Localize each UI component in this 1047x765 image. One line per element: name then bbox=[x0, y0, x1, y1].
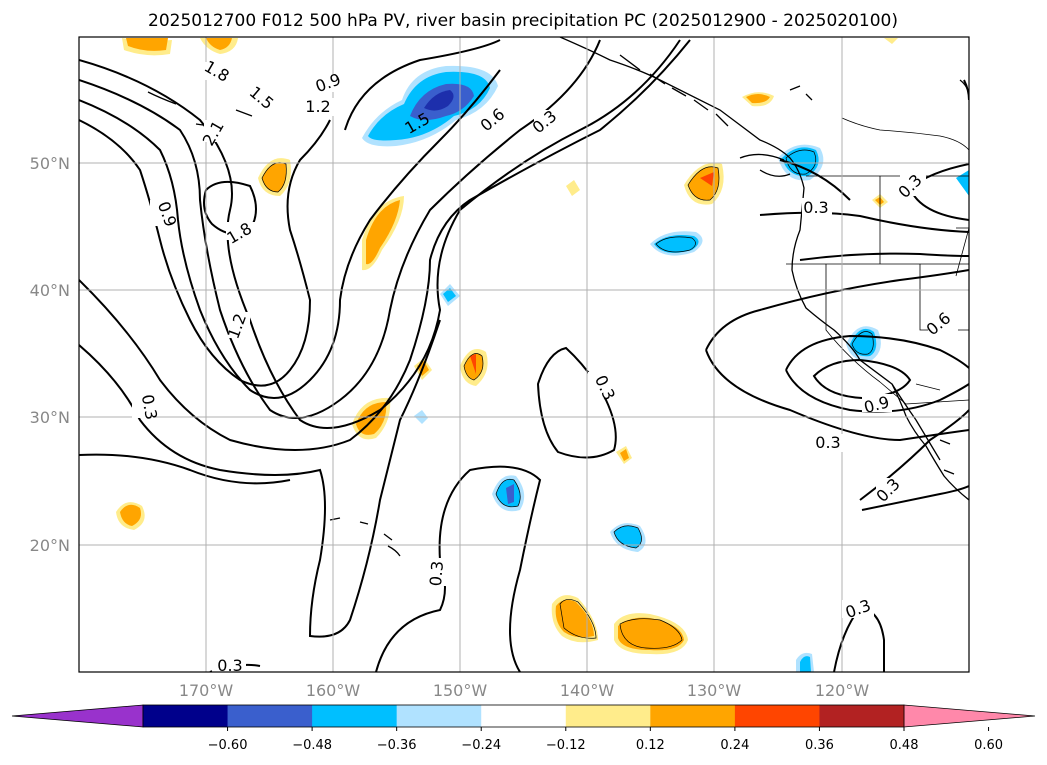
colorbar-label: 0.48 bbox=[890, 738, 919, 753]
colorbar-swatches bbox=[143, 705, 905, 727]
lon-label-160w: 160°W bbox=[306, 681, 361, 700]
colorbar-label: −0.36 bbox=[377, 738, 417, 753]
colorbar-label: −0.48 bbox=[292, 738, 332, 753]
coastlines bbox=[147, 37, 969, 557]
colorbar-labels: −0.60 −0.48 −0.36 −0.24 −0.12 0.12 0.24 … bbox=[208, 738, 1003, 753]
colorbar-swatch bbox=[565, 705, 651, 727]
lat-label-40n: 40°N bbox=[30, 281, 70, 300]
lat-label-20n: 20°N bbox=[30, 536, 70, 555]
lon-label-130w: 130°W bbox=[687, 681, 742, 700]
colorbar-extend-right bbox=[903, 704, 1036, 728]
colorbar-swatch bbox=[481, 705, 567, 727]
contour-label: 0.3 bbox=[426, 560, 447, 587]
state-borders bbox=[786, 37, 969, 405]
lat-label-50n: 50°N bbox=[30, 154, 70, 173]
colorbar-swatch bbox=[396, 705, 482, 727]
precip-anomaly-negative bbox=[362, 65, 969, 672]
contour-label: 1.2 bbox=[305, 97, 330, 116]
precip-outlines bbox=[261, 149, 874, 649]
colorbar-swatch bbox=[819, 705, 905, 727]
contour-label: 0.3 bbox=[217, 656, 242, 675]
colorbar-swatch bbox=[227, 705, 313, 727]
lon-label-150w: 150°W bbox=[433, 681, 488, 700]
contour-label: 0.3 bbox=[803, 198, 828, 217]
colorbar-label: −0.60 bbox=[208, 738, 248, 753]
colorbar-ticks bbox=[227, 727, 990, 731]
lon-label-170w: 170°W bbox=[179, 681, 234, 700]
colorbar-swatch bbox=[650, 705, 736, 727]
colorbar: −0.60 −0.48 −0.36 −0.24 −0.12 0.12 0.24 … bbox=[11, 704, 1036, 753]
lon-label-120w: 120°W bbox=[815, 681, 870, 700]
contour-label: 0.3 bbox=[138, 393, 161, 421]
colorbar-swatch bbox=[734, 705, 820, 727]
colorbar-label: 0.36 bbox=[805, 738, 834, 753]
latitude-labels: 50°N 40°N 30°N 20°N bbox=[30, 154, 70, 555]
longitude-labels: 170°W 160°W 150°W 140°W 130°W 120°W bbox=[179, 681, 870, 700]
colorbar-label: 0.60 bbox=[974, 738, 1003, 753]
lat-label-30n: 30°N bbox=[30, 408, 70, 427]
map-title: 2025012700 F012 500 hPa PV, river basin … bbox=[148, 11, 898, 31]
contour-label: 0.3 bbox=[843, 596, 873, 623]
precip-anomaly-positive bbox=[116, 38, 898, 655]
pv-contours bbox=[79, 39, 969, 672]
gridlines bbox=[79, 37, 969, 672]
contour-label: 1.5 bbox=[246, 82, 278, 113]
contour-label: 0.3 bbox=[815, 433, 840, 452]
colorbar-label: −0.12 bbox=[546, 738, 586, 753]
colorbar-label: −0.24 bbox=[461, 738, 501, 753]
colorbar-label: 0.12 bbox=[636, 738, 665, 753]
colorbar-extend-left bbox=[11, 704, 144, 728]
map-frame bbox=[78, 36, 970, 673]
lon-label-140w: 140°W bbox=[560, 681, 615, 700]
colorbar-swatch bbox=[312, 705, 398, 727]
map-area: 1.8 1.5 0.9 1.2 2.1 1.5 0.6 0.3 0.9 1.8 … bbox=[79, 37, 969, 675]
colorbar-swatch bbox=[143, 705, 229, 727]
contour-label: 0.9 bbox=[313, 70, 343, 97]
colorbar-frame bbox=[142, 704, 905, 728]
colorbar-label: 0.24 bbox=[720, 738, 749, 753]
